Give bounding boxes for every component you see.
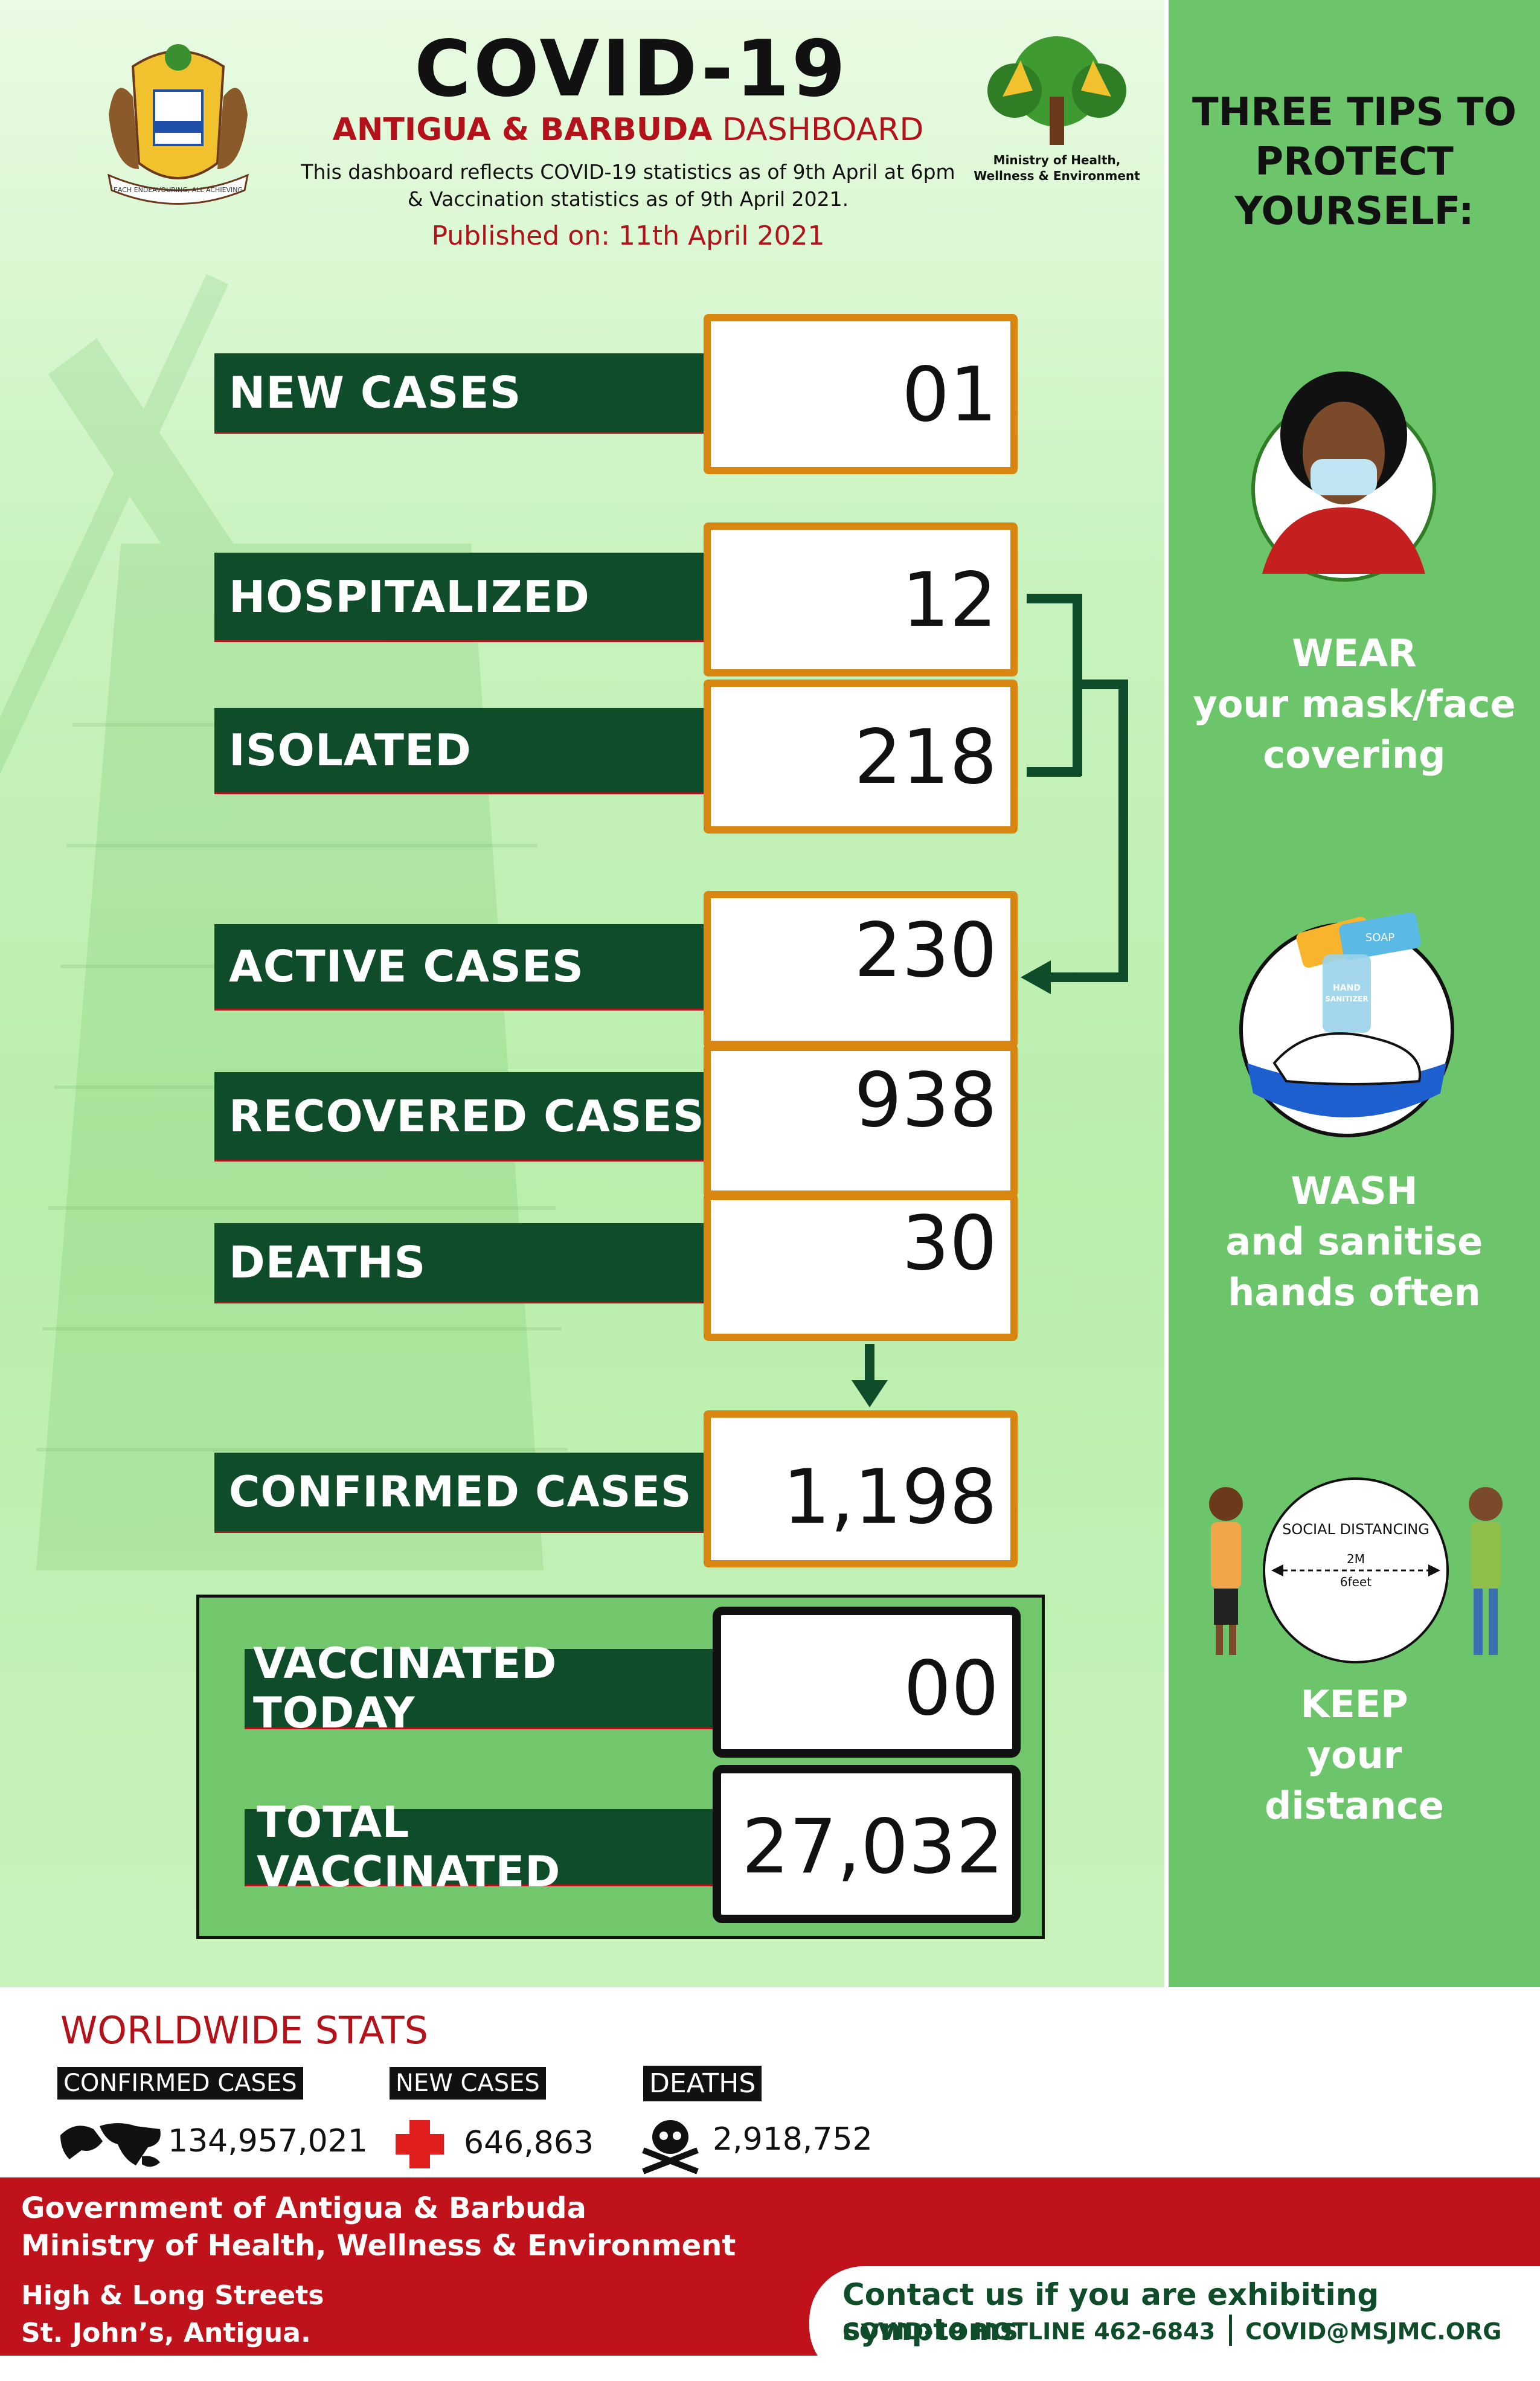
- tip-wash-line-2: and sanitise: [1225, 1219, 1483, 1264]
- tips-title: THREE TIPS TO PROTECT YOURSELF:: [1169, 88, 1540, 236]
- footer-org-line-2: Ministry of Health, Wellness & Environme…: [21, 2229, 736, 2263]
- isolated-value: 218: [704, 680, 1018, 834]
- sanitizer-label-1: HAND: [1333, 983, 1361, 993]
- page-title: COVID-19: [414, 24, 848, 114]
- footer-org-line-1: Government of Antigua & Barbuda: [21, 2191, 586, 2225]
- soap-label: SOAP: [1365, 931, 1395, 944]
- skull-icon: [642, 2120, 699, 2174]
- footer-address-line-2: St. John’s, Antigua.: [21, 2318, 311, 2348]
- vaccinated-today-value: 00: [713, 1607, 1021, 1758]
- recovered-cases-label: RECOVERED CASES: [214, 1072, 707, 1160]
- hospitalized-value: 12: [704, 522, 1018, 676]
- contact-hotline[interactable]: COVID-19 HOTLINE 462-6843: [842, 2318, 1216, 2345]
- distance-meters: 2M: [1347, 1552, 1365, 1566]
- ministry-logo-text-2: Wellness & Environment: [974, 169, 1140, 183]
- worldwide-confirmed-label: CONFIRMED CASES: [57, 2067, 303, 2100]
- footer-address-line-1: High & Long Streets: [21, 2280, 324, 2311]
- mask-woman-icon: [1251, 371, 1436, 582]
- bracket-top: [1027, 594, 1081, 603]
- active-cases-label: ACTIVE CASES: [214, 924, 707, 1009]
- tips-title-line-2: PROTECT: [1255, 140, 1454, 184]
- total-vaccinated-value: 27,032: [713, 1765, 1021, 1923]
- red-cross-icon: [396, 2120, 444, 2168]
- tip-mask-line-3: covering: [1263, 733, 1446, 777]
- recovered-cases-value: 938: [704, 1044, 1018, 1198]
- ministry-logo-text-1: Ministry of Health,: [993, 153, 1121, 167]
- ministry-logo: Ministry of Health, Wellness & Environme…: [974, 36, 1140, 183]
- worldwide-new-label: NEW CASES: [390, 2067, 546, 2100]
- tips-title-line-1: THREE TIPS TO: [1192, 90, 1517, 135]
- footer-address: High & Long Streets St. John’s, Antigua.: [21, 2277, 324, 2352]
- tip-distance-text: KEEP your distance: [1169, 1679, 1540, 1831]
- contact-heading: Contact us if you are exhibiting symptom…: [842, 2277, 1379, 2347]
- worldwide-deaths-label: DEATHS: [643, 2066, 762, 2101]
- subtitle-dashboard: DASHBOARD: [722, 112, 924, 148]
- connector-right: [1073, 680, 1127, 689]
- new-cases-value: 01: [704, 314, 1018, 474]
- arrow-down-line: [865, 1344, 874, 1386]
- contact-divider: [1229, 2315, 1232, 2346]
- deaths-value: 30: [704, 1193, 1018, 1341]
- published-date: Published on: 11th April 2021: [431, 220, 825, 251]
- coat-of-arms-motto: EACH ENDEAVOURING, ALL ACHIEVING: [114, 186, 243, 194]
- tip-wash-text: WASH and sanitise hands often: [1169, 1166, 1540, 1318]
- worldwide-confirmed-value: 134,957,021: [168, 2123, 368, 2159]
- tip-mask-text: WEAR your mask/face covering: [1169, 628, 1540, 780]
- deaths-label: DEATHS: [214, 1223, 707, 1302]
- bracket-bottom: [1027, 767, 1081, 777]
- worldwide-title: WORLDWIDE STATS: [60, 2008, 428, 2052]
- total-vaccinated-label: TOTAL VACCINATED: [245, 1798, 716, 1897]
- tip-distance-line-3: distance: [1265, 1784, 1444, 1828]
- panel-divider: [1164, 0, 1169, 1987]
- sanitizer-label-2: SANITIZER: [1325, 995, 1368, 1003]
- tip-wash-line-3: hands often: [1228, 1270, 1481, 1314]
- connector-left: [1039, 972, 1128, 982]
- coat-of-arms-logo: EACH ENDEAVOURING, ALL ACHIEVING: [107, 44, 249, 205]
- vaccinated-today-label: VACCINATED TODAY: [245, 1639, 716, 1738]
- description-line-2: & Vaccination statistics as of 9th April…: [407, 187, 849, 211]
- world-map-icon: [60, 2123, 161, 2167]
- tip-distance-line-2: your: [1306, 1733, 1402, 1777]
- tip-mask-line-1: WEAR: [1292, 631, 1417, 675]
- description-line-1: This dashboard reflects COVID-19 statist…: [301, 160, 955, 184]
- worldwide-new-value: 646,863: [464, 2125, 594, 2161]
- new-cases-label: NEW CASES: [214, 353, 707, 432]
- tip-distance-line-1: KEEP: [1300, 1682, 1408, 1726]
- dashboard-description: This dashboard reflects COVID-19 statist…: [254, 158, 1003, 213]
- tips-title-line-3: YOURSELF:: [1234, 189, 1474, 234]
- confirmed-cases-label: CONFIRMED CASES: [214, 1453, 707, 1531]
- tip-wash-line-1: WASH: [1291, 1169, 1418, 1213]
- handwash-icon: SOAP HAND SANITIZER: [1239, 912, 1454, 1137]
- isolated-label: ISOLATED: [214, 708, 707, 792]
- confirmed-cases-value: 1,198: [704, 1410, 1018, 1567]
- page-subtitle: ANTIGUA & BARBUDA DASHBOARD: [266, 112, 990, 148]
- arrow-down-icon: [852, 1380, 888, 1407]
- active-cases-value: 230: [704, 891, 1018, 1048]
- contact-email[interactable]: COVID@MSJMC.ORG: [1245, 2318, 1502, 2345]
- footer-organization: Government of Antigua & Barbuda Ministry…: [21, 2190, 736, 2264]
- worldwide-deaths-value: 2,918,752: [713, 2121, 873, 2158]
- social-distancing-icon: SOCIAL DISTANCING 2M 6feet: [1209, 1477, 1503, 1663]
- subtitle-country: ANTIGUA & BARBUDA: [332, 112, 713, 148]
- arrow-left-icon: [1021, 960, 1051, 994]
- connector-down: [1118, 680, 1128, 982]
- hospitalized-label: HOSPITALIZED: [214, 553, 707, 640]
- distance-feet: 6feet: [1340, 1575, 1372, 1589]
- tip-mask-line-2: your mask/face: [1193, 682, 1516, 726]
- social-distancing-label: SOCIAL DISTANCING: [1282, 1521, 1429, 1538]
